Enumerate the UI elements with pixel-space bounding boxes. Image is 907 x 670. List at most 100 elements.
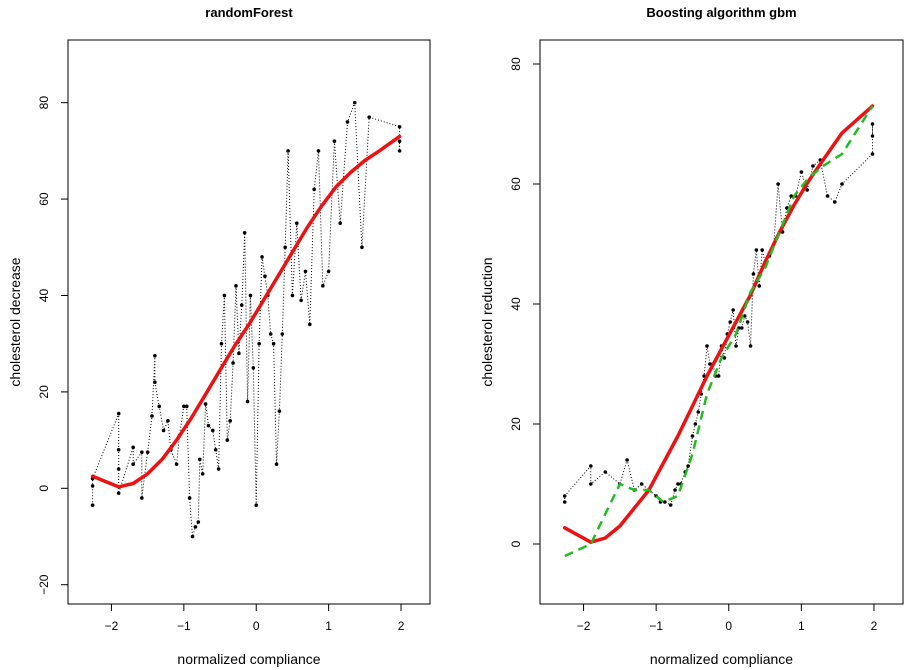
data-point <box>799 170 804 174</box>
data-point <box>268 332 273 336</box>
smooth-fit-line <box>90 134 402 489</box>
data-point <box>116 491 121 495</box>
data-point <box>116 467 121 471</box>
data-point <box>206 423 211 428</box>
data-point <box>286 149 290 153</box>
data-point <box>211 428 215 433</box>
x-tick-label: 0 <box>253 619 260 633</box>
data-point <box>625 458 629 462</box>
data-point <box>187 496 192 500</box>
y-tick-label: 60 <box>509 177 523 191</box>
data-point <box>290 293 295 298</box>
data-point <box>776 182 780 186</box>
smooth-fit-line <box>562 104 875 544</box>
y-tick-label: −20 <box>37 574 51 595</box>
data-point <box>90 484 95 488</box>
data-point <box>239 303 244 307</box>
x-axis-label: normalized compliance <box>177 651 320 667</box>
data-point <box>360 245 364 250</box>
y-tick-label: 80 <box>509 57 523 71</box>
data-point <box>740 326 744 330</box>
data-point <box>338 221 343 225</box>
data-point <box>708 362 712 366</box>
data-point <box>832 200 837 204</box>
x-tick-label: 0 <box>725 619 732 633</box>
data-point <box>242 231 247 235</box>
data-point <box>299 298 303 303</box>
data-point <box>326 269 331 274</box>
data-point <box>166 419 170 423</box>
data-point <box>760 248 764 252</box>
x-tick-label: 2 <box>871 619 878 633</box>
data-point <box>367 115 371 119</box>
y-tick-label: 80 <box>37 96 51 110</box>
dotted-connector <box>92 102 401 537</box>
data-point <box>321 284 325 288</box>
data-point <box>200 472 205 476</box>
data-point <box>280 332 285 336</box>
y-tick-label: 20 <box>37 385 51 399</box>
chart-title: Boosting algorithm gbm <box>646 5 796 20</box>
data-point <box>673 488 677 492</box>
data-point <box>789 194 793 198</box>
x-tick-label: 1 <box>325 619 332 633</box>
data-point <box>754 248 759 252</box>
data-point <box>271 341 276 346</box>
data-point <box>161 428 166 433</box>
data-point <box>219 341 224 346</box>
data-point <box>696 410 701 414</box>
data-point <box>668 503 673 507</box>
data-point <box>203 402 208 406</box>
data-point <box>805 188 809 192</box>
y-tick-label: 20 <box>509 417 523 431</box>
data-point <box>131 445 135 450</box>
chart-title: randomForest <box>205 5 293 20</box>
data-point <box>116 447 121 452</box>
data-point <box>870 152 875 156</box>
data-point <box>751 272 756 276</box>
data-point <box>174 462 179 467</box>
data-point <box>745 320 750 324</box>
data-point <box>150 414 154 418</box>
x-tick-label: −2 <box>577 619 591 633</box>
data-point <box>234 284 238 288</box>
data-point <box>131 462 135 467</box>
data-point <box>676 482 680 486</box>
data-point <box>153 380 157 385</box>
data-point <box>397 149 402 153</box>
data-point <box>184 404 189 409</box>
data-point <box>308 322 312 327</box>
y-tick-label: 0 <box>509 540 523 547</box>
data-point <box>825 194 830 198</box>
data-point <box>663 500 667 504</box>
data-point <box>686 464 690 468</box>
data-point <box>157 404 162 409</box>
data-point <box>190 534 195 539</box>
data-point <box>228 419 232 423</box>
panel-randomforest: randomForest normalized compliance chole… <box>7 5 431 667</box>
y-tick-label: 40 <box>509 297 523 311</box>
data-point <box>693 422 698 426</box>
data-point <box>231 361 235 365</box>
data-point <box>303 269 308 274</box>
data-point <box>274 462 279 467</box>
x-tick-label: 2 <box>398 619 405 633</box>
data-point <box>734 344 738 348</box>
data-point <box>283 245 288 250</box>
data-point <box>397 139 402 144</box>
data-point <box>840 182 844 186</box>
data-point <box>145 450 150 454</box>
data-point <box>589 482 593 486</box>
panel-gbm: Boosting algorithm gbm normalized compli… <box>479 5 904 667</box>
data-point <box>294 221 299 225</box>
data-point <box>257 341 261 346</box>
data-point <box>116 411 121 416</box>
x-tick-label: −1 <box>177 619 191 633</box>
data-point <box>757 284 762 288</box>
data-point <box>562 494 567 498</box>
data-point <box>562 500 567 504</box>
data-point <box>182 404 186 409</box>
data-point <box>332 139 337 144</box>
data-point <box>345 120 350 124</box>
